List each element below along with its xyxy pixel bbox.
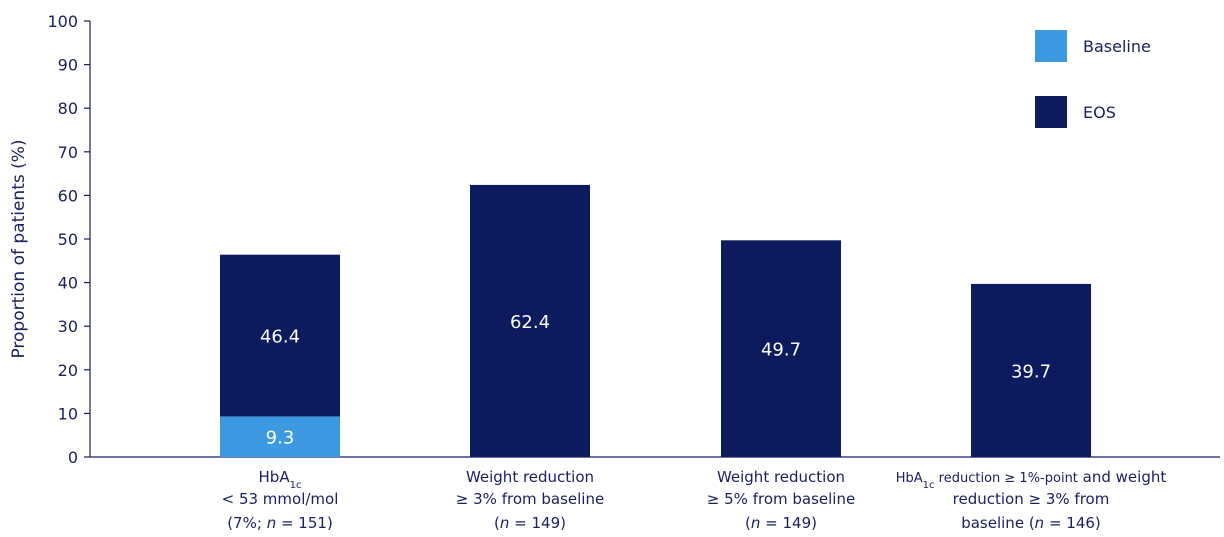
bars (220, 184, 1091, 457)
y-axis-title: Proportion of patients (%) (9, 139, 29, 358)
y-tick-label: 90 (58, 56, 78, 75)
bar-baseline-0 (220, 416, 340, 457)
legend-swatch-eos (1035, 96, 1067, 128)
data-label-baseline-0: 9.3 (266, 428, 295, 449)
data-label-eos-3: 39.7 (1011, 361, 1051, 382)
y-tick-label: 40 (58, 274, 78, 293)
bar-data-labels: 9.3 46.4 62.4 49.7 39.7 (260, 312, 1051, 449)
y-tick-label: 20 (58, 361, 78, 380)
y-tick-label: 30 (58, 317, 78, 336)
category-label-1-line-0: Weight reduction (466, 468, 594, 486)
category-label-2-line-2: (n = 149) (745, 514, 817, 532)
y-tick-label: 70 (58, 143, 78, 162)
data-label-eos-2: 49.7 (761, 340, 801, 361)
category-label-2-line-0: Weight reduction (717, 468, 845, 486)
category-label-3-line-1: reduction ≥ 3% from (953, 490, 1110, 508)
category-label-3-line-0: HbA1c reduction ≥ 1%-point and weight (896, 468, 1167, 491)
data-label-eos-0: 46.4 (260, 327, 300, 348)
y-tick-label: 100 (47, 12, 78, 31)
category-label-0-line-0: HbA1c (259, 468, 302, 491)
bar-eos-3 (971, 283, 1091, 457)
x-axis-category-labels: HbA1c< 53 mmol/mol (7%; n = 151) Weight re… (222, 468, 1167, 532)
legend-swatch-baseline (1035, 30, 1067, 62)
legend-label-eos: EOS (1083, 103, 1116, 122)
y-tick-label: 0 (68, 448, 78, 467)
y-tick-label: 80 (58, 99, 78, 118)
category-label-2-line-1: ≥ 5% from baseline (707, 490, 855, 508)
y-tick-label: 50 (58, 230, 78, 249)
y-tick-label: 60 (58, 186, 78, 205)
category-label-1-line-1: ≥ 3% from baseline (456, 490, 604, 508)
data-label-eos-1: 62.4 (510, 312, 550, 333)
legend: Baseline EOS (1035, 30, 1151, 128)
category-label-3-line-2: baseline (n = 146) (961, 514, 1101, 532)
legend-label-baseline: Baseline (1083, 37, 1151, 56)
category-label-0-line-2: (7%; n = 151) (227, 514, 333, 532)
bar-eos-0 (220, 254, 340, 417)
category-label-0-line-1: < 53 mmol/mol (222, 490, 339, 508)
y-tick-label: 10 (58, 404, 78, 423)
bar-eos-2 (721, 240, 841, 457)
bar-eos-1 (470, 184, 590, 457)
category-label-1-line-2: (n = 149) (494, 514, 566, 532)
